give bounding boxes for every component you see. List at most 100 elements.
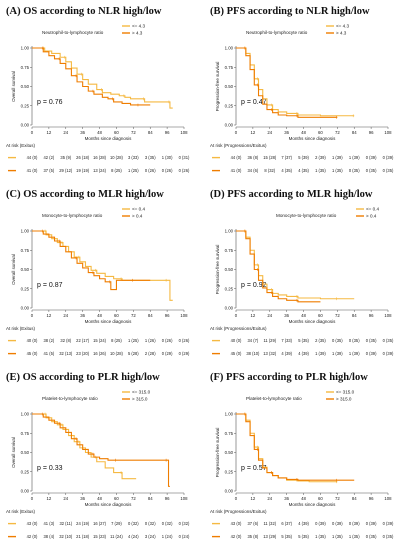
risk-cell: 1 (25): [128, 168, 139, 173]
km-panel: (C) OS according to MLR high/low Monocyte…: [6, 189, 190, 356]
risk-cell: 3 (35): [145, 155, 156, 160]
risk-cell: 6 (37): [281, 521, 292, 526]
y-tick-label: 1.00: [21, 46, 30, 51]
risk-cell: 4 (39): [281, 351, 292, 356]
risk-cell: 32 (11): [59, 521, 72, 526]
risk-cell: 0 (32): [179, 521, 190, 526]
risk-cell: 43 (0): [231, 521, 242, 526]
y-tick-label: 1.00: [225, 229, 234, 234]
risk-table-title: At risk (Exitus): [6, 509, 36, 514]
legend: Platelet-to-lymphocyte ratio <= 315.0 > 31…: [42, 390, 151, 402]
risk-cell: 7 (29): [111, 521, 122, 526]
km-panel: (B) PFS according to NLR high/low Neutrop…: [210, 6, 394, 173]
legend-entry: <= 315.0: [132, 390, 151, 395]
legend-entry: <= 4.3: [336, 24, 349, 29]
x-tick-label: 96: [369, 313, 374, 318]
x-tick-label: 36: [80, 130, 85, 135]
risk-cell: 23 (20): [76, 351, 90, 356]
x-tick-label: 60: [318, 496, 323, 501]
risk-cell: 32 (10): [59, 534, 73, 539]
x-axis-label: Months since diagnosis: [85, 319, 133, 324]
risk-cell: 22 (17): [76, 338, 90, 343]
risk-cell: 41 (0): [231, 168, 242, 173]
x-tick-label: 96: [165, 313, 170, 318]
risk-table: At risk (Progressions/Exitus) 40 (0) 34 (7…: [210, 326, 394, 356]
risk-cell: 10 (28): [110, 351, 124, 356]
x-tick-label: 84: [352, 313, 357, 318]
risk-cell: 42 (2): [44, 155, 55, 160]
axes: 0.00 0.25 0.50 0.75 1.00 0 12 24 36 48 60 72 84 96 108…: [215, 229, 392, 325]
y-tick-label: 1.00: [225, 46, 234, 51]
x-tick-label: 108: [180, 130, 188, 135]
risk-cell: 29 (12): [59, 168, 73, 173]
risk-cell: 41 (0): [27, 168, 38, 173]
risk-table: At risk (Exitus) 44 (0) 42 (2) 35 (9) 26 (18…: [6, 143, 190, 173]
risk-cell: 8 (25): [111, 338, 122, 343]
risk-table: At risk (Progressions/Exitus) 44 (0) 36 (8…: [210, 143, 394, 173]
legend-entry: > 0.4: [132, 214, 143, 219]
legend-entry: > 315.0: [336, 397, 352, 402]
y-tick-label: 0.25: [21, 469, 30, 474]
risk-cell: 0 (39): [383, 351, 394, 356]
risk-table: At risk (Exitus) 40 (0) 38 (2) 32 (8) 22 (17…: [6, 326, 190, 356]
risk-cell: 0 (32): [128, 521, 139, 526]
km-panel: (D) PFS according to MLR high/low Monocyt…: [210, 189, 394, 356]
x-tick-label: 12: [46, 130, 51, 135]
risk-cell: 41 (5): [44, 351, 55, 356]
risk-cell: 0 (26): [162, 168, 173, 173]
x-tick-label: 96: [369, 130, 374, 135]
p-value: p = 0.47: [241, 99, 267, 106]
legend-title: Neutrophil-to-lymphocyte ratio: [42, 30, 104, 35]
risk-cell: 5 (39): [298, 155, 309, 160]
risk-cell: 2 (39): [315, 155, 326, 160]
risk-cell: 38 (2): [44, 338, 55, 343]
panel-title: (A) OS according to NLR high/low: [6, 6, 162, 17]
risk-cell: 26 (18): [76, 155, 90, 160]
risk-cell: 3 (24): [145, 534, 156, 539]
panel-title: (D) PFS according to MLR high/low: [210, 189, 373, 200]
risk-cell: 32 (13): [59, 351, 73, 356]
risk-cell: 1 (35): [315, 534, 326, 539]
risk-cell: 1 (39): [332, 155, 343, 160]
p-value: p = 0.33: [37, 465, 63, 472]
x-tick-label: 36: [80, 313, 85, 318]
risk-cell: 38 (10): [246, 351, 260, 356]
axes: 0.00 0.25 0.50 0.75 1.00 0 12 24 36 48 60 72 84 96 108…: [215, 412, 392, 508]
axes: 0.00 0.25 0.50 0.75 1.00 0 12 24 36 48 60 72 84 96 108…: [11, 412, 188, 508]
risk-cell: 0 (39): [315, 521, 326, 526]
risk-cell: 38 (4): [44, 534, 55, 539]
x-tick-label: 72: [131, 496, 136, 501]
risk-cell: 4 (39): [298, 351, 309, 356]
x-tick-label: 12: [46, 496, 51, 501]
risk-cell: 0 (35): [383, 534, 394, 539]
x-tick-label: 0: [31, 130, 34, 135]
risk-cell: 1 (39): [332, 351, 343, 356]
x-tick-label: 84: [148, 313, 153, 318]
y-axis-label: Progression-free survival: [215, 62, 220, 112]
legend-title: Platelet-to-lymphocyte ratio: [42, 396, 98, 401]
risk-cell: 4 (35): [281, 168, 292, 173]
y-tick-label: 0.75: [21, 65, 30, 70]
risk-cell: 0 (29): [179, 351, 190, 356]
risk-cell: 32 (8): [60, 338, 71, 343]
risk-cell: 1 (39): [349, 351, 360, 356]
y-tick-label: 0.25: [225, 103, 234, 108]
risk-cell: 16 (26): [93, 351, 107, 356]
risk-cell: 3 (33): [128, 155, 139, 160]
y-tick-label: 0.50: [225, 450, 234, 455]
risk-table-title: At risk (Exitus): [6, 143, 36, 148]
legend: Neutrophil-to-lymphocyte ratio <= 4.3 > 4.…: [42, 24, 145, 36]
axes: 0.00 0.25 0.50 0.75 1.00 0 12 24 36 48 60 72 84 96 108…: [11, 46, 188, 142]
y-tick-label: 0.00: [21, 489, 30, 494]
risk-cell: 5 (28): [128, 351, 139, 356]
x-axis-label: Months since diagnosis: [289, 502, 337, 507]
risk-cell: 0 (39): [332, 521, 343, 526]
risk-cell: 0 (39): [383, 521, 394, 526]
risk-cell: 40 (0): [27, 338, 38, 343]
y-axis-label: Overall survival: [11, 254, 16, 285]
x-tick-label: 12: [250, 130, 255, 135]
risk-cell: 2 (35): [315, 338, 326, 343]
x-tick-label: 84: [352, 496, 357, 501]
risk-cell: 11 (32): [263, 521, 276, 526]
